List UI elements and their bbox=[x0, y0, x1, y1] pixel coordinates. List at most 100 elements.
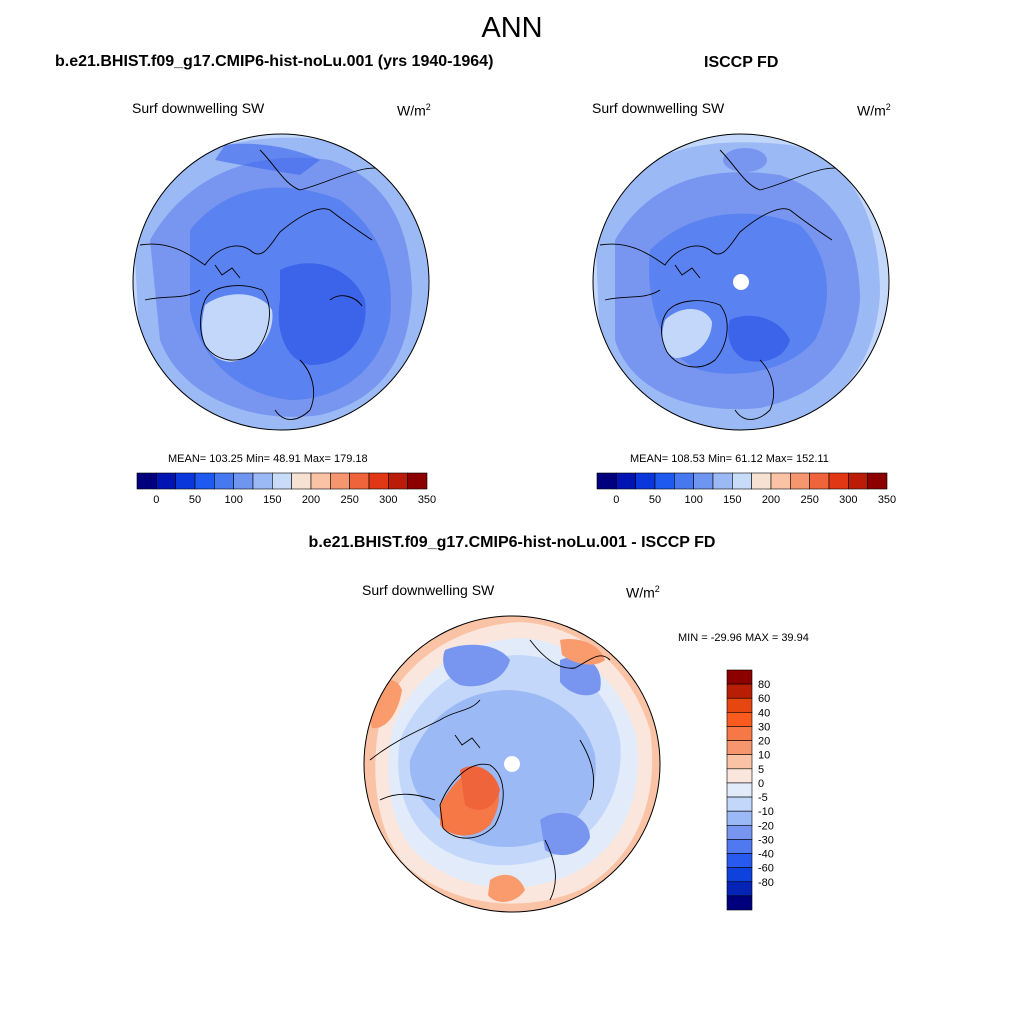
diff-colorbar-label: -20 bbox=[758, 820, 774, 832]
model-stats-text: MEAN= 103.25 Min= 48.91 Max= 179.18 bbox=[168, 453, 368, 465]
diff-stats-text: MIN = -29.96 MAX = 39.94 bbox=[678, 632, 809, 644]
diff-colorbar-swatch bbox=[726, 839, 753, 854]
diff-colorbar-label: 30 bbox=[758, 721, 770, 733]
model-colorbar-swatch bbox=[349, 472, 370, 490]
obs-polar-map bbox=[593, 134, 889, 430]
diff-colorbar-swatch bbox=[726, 726, 753, 741]
model-variable-label: Surf downwelling SW bbox=[132, 100, 265, 116]
model-colorbar-swatch bbox=[388, 472, 408, 490]
model-colorbar-label: 0 bbox=[153, 494, 159, 506]
diff-colorbar-swatch bbox=[726, 740, 753, 756]
model-units-label: W/m2 bbox=[397, 102, 431, 119]
obs-colorbar-swatch bbox=[654, 472, 675, 490]
diff-colorbar-swatch bbox=[726, 853, 753, 868]
obs-units-label: W/m2 bbox=[857, 102, 891, 119]
model-colorbar-swatch bbox=[156, 472, 176, 490]
model-colorbar-swatch bbox=[407, 472, 428, 490]
obs-colorbar-swatch bbox=[616, 472, 636, 490]
model-colorbar-swatch bbox=[194, 472, 215, 490]
obs-colorbar-label: 200 bbox=[762, 494, 780, 506]
obs-colorbar-swatch bbox=[809, 472, 830, 490]
obs-colorbar-swatch bbox=[596, 472, 617, 490]
model-colorbar-swatch bbox=[272, 472, 292, 490]
model-colorbar: 0 50 100 150 200 250 300 350 bbox=[136, 472, 436, 506]
diff-colorbar-swatch bbox=[726, 697, 753, 713]
obs-colorbar-swatch bbox=[732, 472, 752, 490]
diff-colorbar-swatch bbox=[726, 881, 753, 897]
obs-colorbar-swatch bbox=[751, 472, 772, 490]
obs-colorbar-label: 300 bbox=[839, 494, 857, 506]
diff-units-label: W/m2 bbox=[626, 584, 660, 601]
diff-colorbar-label: -10 bbox=[758, 806, 774, 818]
diff-colorbar: 80 60 40 30 20 10 5 0 -5 -10 -20 -30 -40 -60 -80 bbox=[726, 669, 774, 911]
diff-colorbar-swatch bbox=[726, 669, 753, 685]
model-colorbar-label: 200 bbox=[302, 494, 320, 506]
model-map-border bbox=[132, 133, 430, 431]
diff-colorbar-label: 10 bbox=[758, 750, 770, 762]
obs-colorbar-label: 100 bbox=[684, 494, 702, 506]
obs-colorbar-swatch bbox=[712, 472, 733, 490]
diff-colorbar-swatch bbox=[726, 754, 753, 770]
diff-colorbar-swatch bbox=[726, 712, 753, 727]
model-colorbar-swatch bbox=[175, 472, 196, 490]
diff-colorbar-label: 20 bbox=[758, 736, 770, 748]
obs-colorbar: 0 50 100 150 200 250 300 350 bbox=[596, 472, 896, 506]
diff-colorbar-label: -60 bbox=[758, 863, 774, 875]
model-colorbar-swatch bbox=[291, 472, 312, 490]
figure-title: ANN bbox=[481, 12, 543, 44]
model-colorbar-label: 250 bbox=[340, 494, 358, 506]
model-polar-map bbox=[133, 134, 429, 430]
diff-colorbar-swatch bbox=[726, 782, 753, 798]
obs-variable-label: Surf downwelling SW bbox=[592, 100, 725, 116]
diff-colorbar-label: 0 bbox=[758, 778, 764, 790]
diff-variable-label: Surf downwelling SW bbox=[362, 582, 495, 598]
obs-colorbar-swatch bbox=[848, 472, 868, 490]
diff-polar-map bbox=[364, 616, 660, 912]
model-colorbar-label: 100 bbox=[224, 494, 242, 506]
diff-colorbar-label: 60 bbox=[758, 693, 770, 705]
obs-colorbar-label: 250 bbox=[800, 494, 818, 506]
model-panel-title: b.e21.BHIST.f09_g17.CMIP6-hist-noLu.001 … bbox=[55, 53, 494, 70]
obs-colorbar-swatch bbox=[674, 472, 694, 490]
diff-colorbar-label: 80 bbox=[758, 679, 770, 691]
model-colorbar-swatch bbox=[214, 472, 234, 490]
model-colorbar-swatch bbox=[368, 472, 389, 490]
obs-colorbar-label: 0 bbox=[613, 494, 619, 506]
model-colorbar-swatch bbox=[252, 472, 273, 490]
diff-colorbar-label: -30 bbox=[758, 834, 774, 846]
obs-colorbar-swatch bbox=[790, 472, 810, 490]
diff-colorbar-label: 40 bbox=[758, 707, 770, 719]
diff-colorbar-swatch bbox=[726, 867, 753, 883]
obs-colorbar-swatch bbox=[693, 472, 714, 490]
model-colorbar-swatch bbox=[233, 472, 254, 490]
diff-panel-title: b.e21.BHIST.f09_g17.CMIP6-hist-noLu.001 … bbox=[308, 534, 716, 551]
diff-colorbar-swatch bbox=[726, 768, 753, 784]
obs-panel-title: ISCCP FD bbox=[704, 54, 779, 71]
obs-colorbar-swatch bbox=[635, 472, 656, 490]
model-colorbar-label: 300 bbox=[379, 494, 397, 506]
model-colorbar-swatch bbox=[136, 472, 157, 490]
obs-colorbar-label: 50 bbox=[649, 494, 661, 506]
obs-colorbar-label: 350 bbox=[878, 494, 896, 506]
obs-colorbar-label: 150 bbox=[723, 494, 741, 506]
diff-colorbar-swatch bbox=[726, 796, 753, 812]
diff-colorbar-label: -40 bbox=[758, 849, 774, 861]
obs-colorbar-swatch bbox=[770, 472, 791, 490]
obs-map-border bbox=[592, 133, 890, 431]
obs-stats-text: MEAN= 108.53 Min= 61.12 Max= 152.11 bbox=[630, 453, 829, 465]
obs-colorbar-swatch bbox=[828, 472, 849, 490]
model-colorbar-label: 150 bbox=[263, 494, 281, 506]
diff-colorbar-swatch bbox=[726, 824, 753, 840]
diff-colorbar-swatch bbox=[726, 895, 753, 911]
diff-colorbar-swatch bbox=[726, 683, 753, 699]
diff-map-border bbox=[363, 615, 661, 913]
diff-colorbar-swatch bbox=[726, 810, 753, 826]
model-colorbar-swatch bbox=[310, 472, 331, 490]
model-colorbar-label: 350 bbox=[418, 494, 436, 506]
diff-colorbar-label: -80 bbox=[758, 877, 774, 889]
obs-colorbar-swatch bbox=[867, 472, 888, 490]
diff-colorbar-label: 5 bbox=[758, 764, 764, 776]
diff-coastlines bbox=[369, 639, 611, 901]
diff-colorbar-label: -5 bbox=[758, 792, 768, 804]
